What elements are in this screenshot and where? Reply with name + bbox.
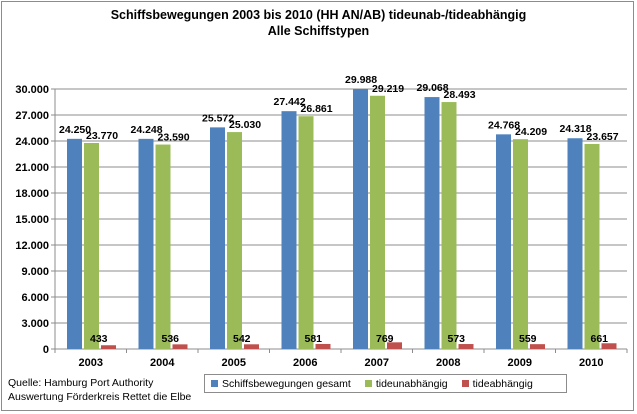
data-label: 769 (376, 333, 394, 345)
bar (84, 142, 99, 349)
bar (513, 139, 528, 349)
bar (353, 89, 368, 349)
bar (424, 97, 440, 349)
y-tick-label: 24.000 (15, 136, 49, 148)
data-label: 581 (305, 333, 323, 345)
x-tick-label: 2003 (79, 357, 103, 369)
data-label: 27.442 (274, 96, 306, 108)
x-tick-label: 2007 (365, 357, 389, 369)
bar (567, 138, 583, 349)
data-label: 29.219 (372, 83, 404, 95)
data-label: 26.861 (301, 103, 333, 115)
bar (172, 344, 188, 349)
legend-swatch-tideabhaengig (461, 380, 469, 387)
y-tick-label: 6.000 (21, 292, 49, 304)
bar (155, 144, 171, 349)
data-label: 433 (90, 333, 108, 345)
data-label: 25.572 (202, 112, 234, 124)
x-tick-label: 2005 (222, 357, 246, 369)
y-tick-label: 9.000 (21, 266, 49, 278)
data-label: 24.250 (59, 124, 91, 136)
data-label: 24.768 (488, 119, 520, 131)
bar (298, 116, 314, 349)
y-tick-label: 0 (43, 344, 49, 356)
legend-label-tideabhaengig: tideabhängig (472, 377, 533, 390)
bar (227, 132, 242, 349)
bar (67, 138, 82, 349)
data-label: 24.318 (560, 123, 592, 135)
bar (138, 138, 154, 349)
data-label: 661 (591, 333, 609, 345)
data-label: 536 (162, 333, 180, 345)
x-tick-label: 2010 (579, 357, 603, 369)
x-tick-label: 2006 (293, 357, 317, 369)
bar (387, 342, 402, 349)
legend-swatch-gesamt (211, 380, 218, 387)
legend-label-gesamt: Schiffsbewegungen gesamt (222, 377, 351, 390)
data-label: 24.248 (131, 124, 163, 136)
source-line-1: Quelle: Hamburg Port Authority (8, 377, 154, 389)
data-label: 23.657 (587, 131, 619, 143)
data-label: 559 (519, 333, 537, 345)
bar (601, 343, 617, 349)
y-tick-label: 21.000 (15, 162, 49, 174)
bar (281, 111, 297, 349)
data-label: 24.209 (515, 126, 547, 138)
data-label: 25.030 (229, 119, 261, 131)
bar (244, 344, 259, 349)
bar (496, 134, 511, 349)
bar (530, 344, 545, 349)
legend-label-tideunabhaengig: tideunabhängig (375, 377, 448, 390)
x-tick-label: 2004 (150, 357, 175, 369)
legend-swatch-tideunabhaengig (364, 380, 372, 387)
x-tick-label: 2008 (436, 357, 460, 369)
chart-subtitle: Alle Schiffstypen (267, 24, 370, 38)
y-tick-label: 12.000 (15, 240, 49, 252)
y-tick-label: 3.000 (21, 318, 49, 330)
y-tick-label: 15.000 (15, 214, 49, 226)
data-label: 542 (233, 333, 251, 345)
x-tick-label: 2009 (508, 357, 532, 369)
legend: Schiffsbewegungen gesamt tideunabhängig … (204, 374, 567, 393)
y-tick-label: 18.000 (15, 188, 49, 200)
bar (101, 345, 116, 349)
data-label: 573 (448, 333, 466, 345)
y-tick-label: 30.000 (15, 84, 49, 96)
data-label: 29.988 (345, 74, 377, 86)
bar (441, 102, 457, 349)
bar (584, 143, 600, 349)
data-label: 29.068 (417, 82, 449, 94)
source-line-2: Auswertung Förderkreis Rettet die Elbe (8, 391, 192, 403)
bar (370, 95, 385, 349)
data-label: 28.493 (444, 89, 476, 101)
data-label: 23.590 (158, 132, 190, 144)
data-label: 23.770 (86, 130, 118, 142)
bar (458, 344, 474, 349)
y-tick-label: 27.000 (15, 110, 49, 122)
chart-title: Schiffsbewegungen 2003 bis 2010 (HH AN/A… (110, 8, 527, 22)
bar (315, 343, 331, 349)
legend-item-gesamt: Schiffsbewegungen gesamt (211, 378, 351, 390)
legend-item-tideunabhaengig: tideunabhängig (364, 377, 448, 390)
legend-item-tideabhaengig: tideabhängig (461, 377, 533, 390)
bar (210, 127, 225, 349)
